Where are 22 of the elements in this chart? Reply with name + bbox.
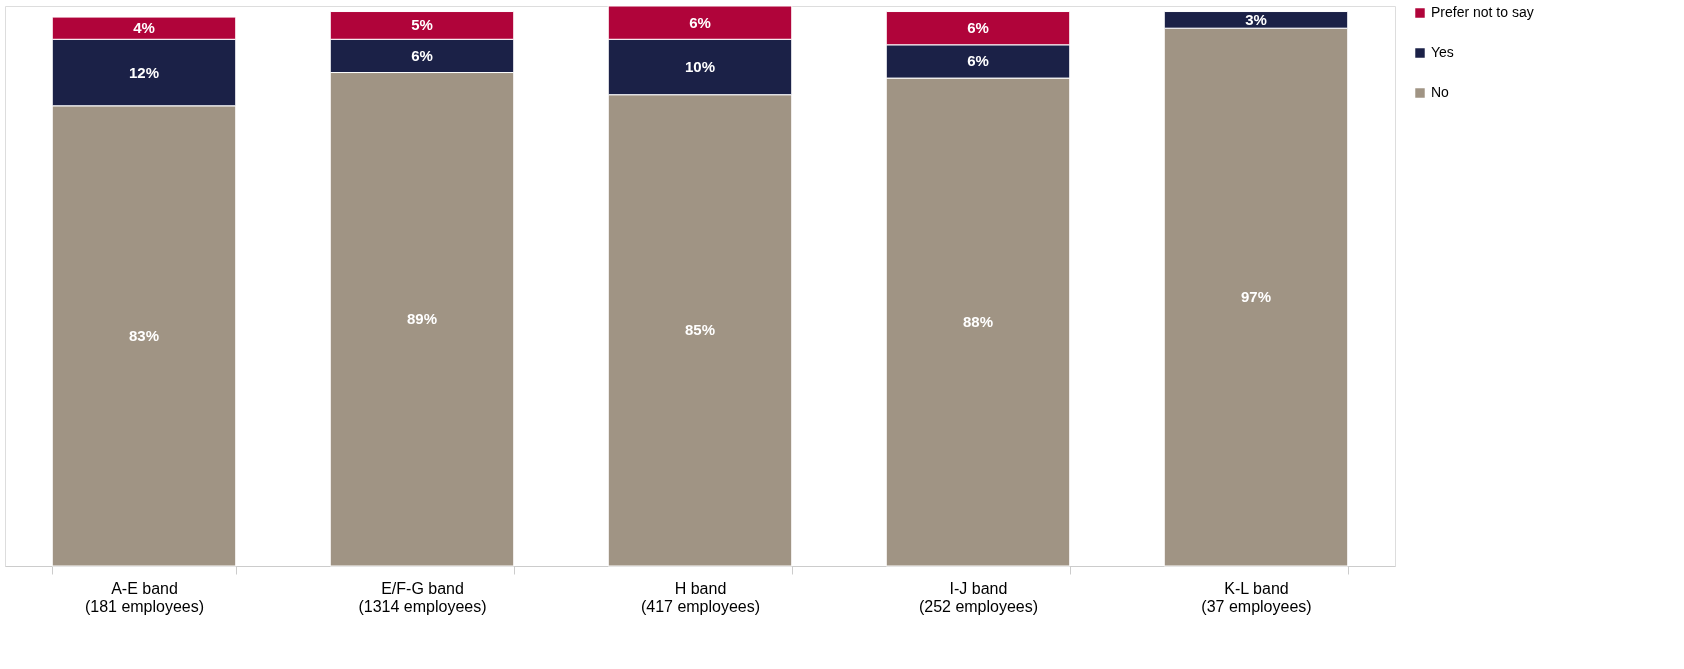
data-label: 88% [962,313,994,331]
data-label: 85% [684,321,716,339]
data-label: 6% [411,46,433,64]
data-label: 97% [1240,288,1272,306]
data-label: 89% [406,310,438,328]
legend-label: Yes [1431,44,1454,60]
x-tick-label: I-J band (252 employees) [918,579,1039,615]
data-label: 6% [689,13,711,31]
data-label: 83% [128,326,160,344]
data-label: 3% [1245,10,1267,28]
legend-label: No [1431,84,1450,100]
data-label: 5% [411,16,433,34]
x-tick-label: H band (417 employees) [640,579,761,615]
x-tick-label: A-E band (181 employees) [84,579,205,615]
data-label: 10% [684,57,716,75]
x-tick-label: E/F-G band (1314 employees) [358,579,487,615]
data-label: 6% [967,19,989,37]
x-tick-label: K-L band (37 employees) [1201,579,1312,615]
data-label: 6% [967,52,989,70]
data-label: 12% [128,63,160,81]
legend-label: Prefer not to say [1431,4,1534,20]
data-label: 4% [133,19,155,37]
